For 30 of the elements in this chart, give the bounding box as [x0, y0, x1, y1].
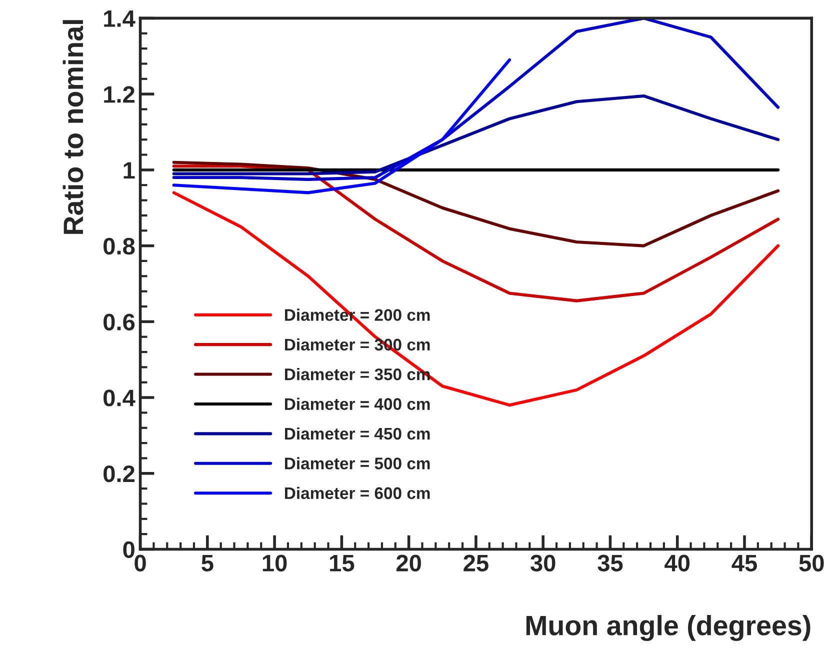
line-series — [172, 164, 780, 302]
line-series — [172, 160, 780, 248]
x-tick-label: 35 — [598, 554, 623, 572]
legend-label: Diameter = 600 cm — [285, 486, 430, 500]
x-tick-label: 40 — [664, 554, 690, 572]
legend-label: Diameter = 500 cm — [285, 457, 430, 470]
y-tick-label: 0.8 — [104, 238, 135, 255]
y-tick-label: 1 — [124, 162, 135, 178]
y-tick-label: 0.6 — [104, 314, 135, 330]
legend-label: Diameter = 400 cm — [285, 398, 430, 410]
x-tick-label: 15 — [330, 554, 354, 572]
line-series — [172, 94, 780, 176]
x-tick-label: 30 — [530, 554, 556, 572]
x-tick-label: 0 — [134, 554, 146, 572]
y-tick-label: 1.2 — [104, 86, 134, 103]
x-tick-label: 25 — [464, 554, 488, 572]
legend-label: Diameter = 450 cm — [285, 427, 430, 440]
x-tick-label: 10 — [262, 554, 287, 572]
y-tick-label: 1.4 — [104, 10, 136, 27]
x-tick-label: 50 — [799, 554, 824, 572]
line-series — [172, 18, 780, 181]
x-tick-label: 5 — [202, 554, 214, 572]
x-axis-title: Muon angle (degrees) — [526, 615, 810, 642]
x-tick-label: 45 — [732, 554, 757, 572]
y-axis-title: Ratio to nominal — [62, 20, 84, 234]
line-series — [172, 58, 512, 194]
x-tick-label: 20 — [396, 554, 421, 572]
y-tick-label: 0.4 — [104, 390, 136, 406]
y-tick-label: 0.2 — [104, 465, 134, 482]
y-tick-label: 0 — [123, 541, 134, 558]
